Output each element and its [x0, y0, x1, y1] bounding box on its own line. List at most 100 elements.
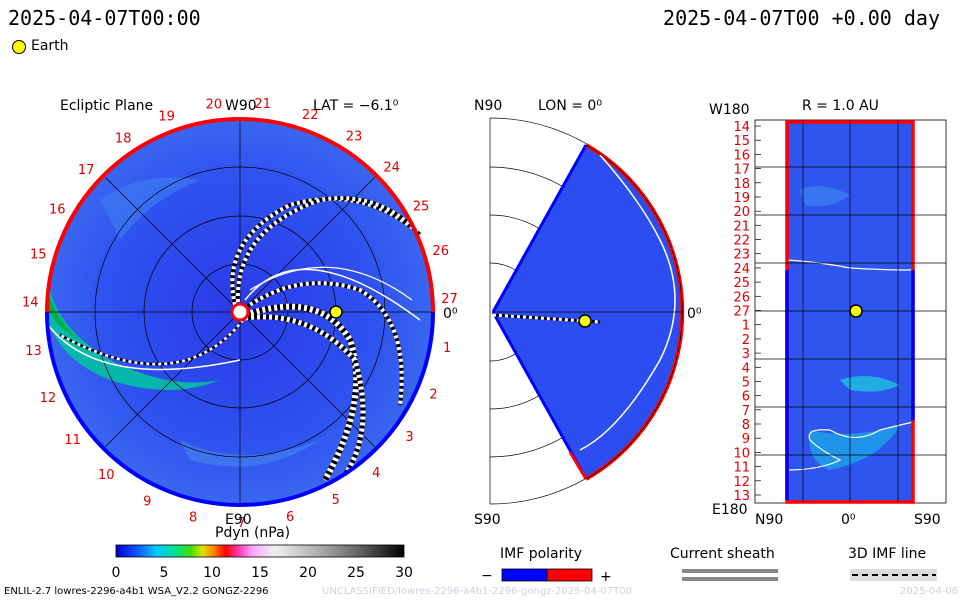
colorbar-title: Pdyn (nPa): [215, 525, 290, 541]
colorbar-tick: 10: [203, 565, 221, 581]
ecliptic-bottom-label: E90: [225, 512, 252, 528]
imf-plus: +: [600, 569, 612, 585]
r-panel-y-label: 27: [733, 305, 750, 320]
rim-negative: [45, 311, 435, 507]
r-panel-y-label: 19: [733, 191, 750, 206]
rim-number: 18: [115, 132, 132, 147]
rim-number: 4: [372, 466, 380, 481]
ecliptic-top-label: W90: [225, 98, 257, 114]
colorbar-tick: 5: [160, 565, 169, 581]
r-panel-y-label: 5: [742, 376, 750, 391]
r-panel-title: R = 1.0 AU: [802, 98, 879, 114]
r-panel-y-label: 20: [733, 205, 750, 220]
footer-center: UNCLASSIFIED/lowres-2296-a4b1-2296-gongz…: [322, 586, 632, 597]
r-panel-y-label: 12: [733, 475, 750, 490]
r-panel-y-label: 10: [733, 446, 750, 461]
imf-spirals: [59, 196, 422, 482]
r-panel-top-left: W180: [709, 102, 750, 118]
earth-legend-icon: [12, 40, 26, 54]
imf-line-legend: 3D IMF line: [848, 546, 937, 581]
earth-marker-meridional: [578, 314, 592, 328]
imf-polarity-legend: IMF polarity − +: [481, 546, 612, 585]
colorbar-gradient: [115, 544, 405, 558]
footer-right: 2025-04-06: [900, 586, 959, 597]
rim-number: 24: [383, 161, 400, 176]
r-panel-y-label: 3: [742, 347, 750, 362]
r-panel-y-label: 4: [742, 361, 750, 376]
rim-number: 10: [98, 468, 115, 483]
rim-positive: [45, 117, 435, 313]
r-panel-y-label: 21: [733, 219, 750, 234]
ecliptic-title: Ecliptic Plane: [60, 98, 153, 114]
rim-number: 15: [30, 247, 47, 262]
current-sheath-legend: Current sheath: [670, 546, 778, 581]
r-panel-x-0: 0⁰: [841, 512, 856, 528]
earth-legend-label: Earth: [31, 38, 69, 54]
earth-marker-ecliptic: [329, 305, 343, 319]
high-density-region: [48, 290, 220, 390]
r-panel-y-label: 14: [733, 120, 750, 135]
imf-minus: −: [481, 568, 493, 584]
rim-number: 2: [429, 388, 437, 403]
sheath-title: Current sheath: [670, 546, 775, 562]
r-panel-y-label: 15: [733, 134, 750, 149]
earth-marker-r: [849, 304, 863, 318]
imf-negative-swatch: [501, 568, 548, 582]
r-panel-y-label: 1: [742, 319, 750, 334]
rim-number: 26: [432, 244, 449, 259]
r-panel-x-s90: S90: [914, 512, 941, 528]
ecliptic-lat-label: LAT = −6.1⁰: [313, 98, 399, 114]
rim-number: 23: [346, 130, 363, 145]
r-panel-y-label: 6: [742, 390, 750, 405]
imf-title: IMF polarity: [500, 546, 582, 562]
r-panel-y-label: 24: [733, 262, 750, 277]
r-panel-y-label: 22: [733, 234, 750, 249]
rim-number: 27: [441, 292, 458, 307]
r-panel-y-label: 25: [733, 276, 750, 291]
colorbar: Pdyn (nPa) 0 5 10 15 20 25 30: [112, 525, 413, 581]
header-left-time: 2025-04-07T00:00: [8, 6, 201, 30]
imf-line-title: 3D IMF line: [848, 546, 926, 562]
meridional-top-left: N90: [474, 98, 502, 114]
rim-number: 21: [254, 97, 271, 112]
rim-number: 25: [413, 200, 430, 215]
rim-number: 8: [189, 511, 197, 526]
meridional-title: LON = 0⁰: [538, 98, 602, 114]
meridional-bottom-left: S90: [474, 512, 501, 528]
sun-marker: [230, 302, 250, 322]
rim-number: 13: [25, 344, 42, 359]
rim-number: 3: [405, 430, 413, 445]
rim-number: 7: [238, 516, 246, 531]
rim-number: 5: [332, 493, 340, 508]
meridional-right-label: 0⁰: [687, 306, 702, 322]
r-panel-y-label: 26: [733, 290, 750, 305]
colorbar-tick: 0: [112, 565, 121, 581]
footer-left: ENLIL-2.7 lowres-2296-a4b1 WSA_V2.2 GONG…: [4, 586, 269, 597]
r-panel-y-label: 2: [742, 333, 750, 348]
ecliptic-right-label: 0⁰: [443, 306, 458, 322]
meridional-panel: N90 LON = 0⁰ 0⁰ S90: [474, 98, 702, 528]
rim-number: 19: [158, 109, 175, 124]
r-panel: 1415161718192021222324252627123456789101…: [709, 98, 947, 528]
rim-number: 11: [64, 433, 81, 448]
colorbar-tick: 20: [299, 565, 317, 581]
r-panel-y-label: 18: [733, 177, 750, 192]
r-panel-x-n90: N90: [755, 512, 783, 528]
r-panel-y-label: 16: [733, 148, 750, 163]
r-panel-y-label: 11: [733, 461, 750, 476]
rim-number: 16: [49, 203, 66, 218]
r-panel-y-label: 17: [733, 163, 750, 178]
rim-number: 20: [206, 98, 223, 113]
rim-number: 14: [22, 296, 39, 311]
rim-number: 17: [78, 163, 95, 178]
colorbar-tick: 25: [347, 565, 365, 581]
r-panel-y-label: 13: [733, 489, 750, 504]
rim-number: 12: [40, 391, 57, 406]
rim-number: 6: [286, 510, 294, 525]
r-panel-y-label: 9: [742, 432, 750, 447]
light-region-bottom: [180, 440, 320, 467]
r-panel-y-label: 7: [742, 404, 750, 419]
